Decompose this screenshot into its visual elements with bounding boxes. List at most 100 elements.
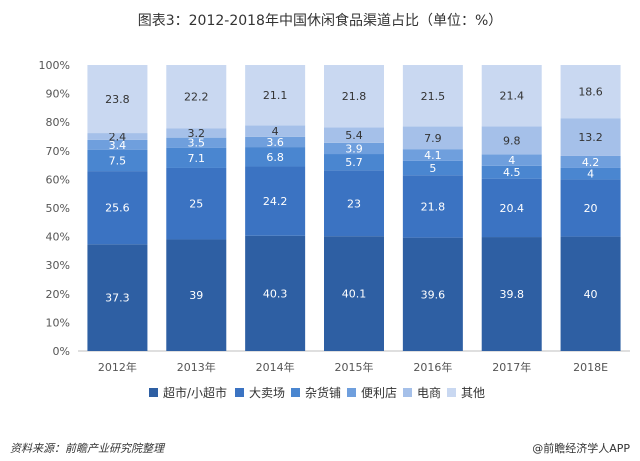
- legend-label: 超市/小超市: [163, 385, 227, 400]
- bar-segment: [245, 136, 306, 148]
- x-tick-label: 2015年: [335, 360, 374, 374]
- y-tick-label: 20%: [46, 288, 70, 301]
- bar-segment: [87, 133, 148, 140]
- data-label: 3.6: [266, 136, 284, 149]
- bar-segment: [324, 154, 384, 171]
- data-label: 4: [272, 125, 279, 138]
- bars: 37.3 25.6 7.5 3.42.4 23.8 39 25 7.1 3.53.2 22.2 40…: [87, 65, 621, 351]
- data-label: 39: [189, 289, 203, 302]
- data-label: 21.5: [421, 90, 446, 103]
- bar-segment: [245, 147, 306, 167]
- bar-segment: [560, 65, 621, 119]
- legend-swatch: [447, 388, 456, 397]
- bar-segment: [481, 65, 542, 127]
- legend-label: 其他: [461, 386, 485, 400]
- legend-swatch: [347, 388, 356, 397]
- y-tick-label: 10%: [46, 316, 70, 329]
- legend-swatch: [403, 388, 412, 397]
- legend-item: 杂货铺: [291, 385, 341, 400]
- bar-segment: [324, 170, 384, 237]
- bar-segment: [245, 65, 306, 126]
- legend-label: 大卖场: [249, 386, 285, 400]
- data-label: 4.1: [424, 149, 442, 162]
- data-label: 21.8: [342, 90, 367, 103]
- data-label: 40.1: [342, 288, 367, 301]
- bar-stack: 39 25 7.1 3.53.2 22.2: [166, 65, 227, 351]
- data-label: 40: [584, 288, 598, 301]
- bar-segment: [166, 167, 227, 240]
- data-label: 23: [347, 197, 361, 210]
- data-label: 2.4: [109, 131, 127, 144]
- x-tick-label: 2014年: [256, 360, 295, 374]
- bar-stack: 39.8 20.4 4.54 9.8 21.4: [481, 65, 542, 351]
- bar-segment: [402, 149, 463, 161]
- x-axis: 2012年 2013年 2014年 2015年 2016年 2017年 2018E: [78, 350, 630, 374]
- legend-item: 电商: [403, 385, 441, 400]
- bar-segment: [87, 139, 148, 150]
- chart-title: 图表3：2012-2018年中国休闲食品渠道占比（单位：%）: [137, 13, 503, 29]
- bar-segment: [324, 142, 384, 155]
- bar-segment: [166, 239, 227, 351]
- legend-item: 大卖场: [235, 386, 285, 400]
- bar-segment: [560, 236, 621, 351]
- data-label: 4.5: [503, 166, 521, 179]
- bar-segment: [560, 179, 621, 237]
- bar-segment: [166, 128, 227, 138]
- y-tick-label: 60%: [46, 173, 70, 186]
- y-tick-label: 70%: [46, 145, 70, 158]
- legend-item: 便利店: [347, 386, 397, 400]
- bar-segment: [166, 147, 227, 168]
- legend-swatch: [291, 388, 300, 397]
- data-label: 4.2: [582, 156, 600, 169]
- bar-segment: [481, 154, 542, 166]
- y-tick-label: 90%: [46, 88, 70, 101]
- brand-note: @前瞻经济学人APP: [532, 442, 630, 455]
- bar-segment: [481, 165, 542, 179]
- x-tick-label: 2013年: [177, 360, 216, 374]
- data-label: 5: [429, 162, 436, 175]
- data-label: 3.9: [345, 142, 363, 155]
- bar-segment: [87, 171, 148, 245]
- bar-stack: 39.6 21.8 54.1 7.9 21.5: [402, 65, 463, 351]
- legend: 超市/小超市 大卖场 杂货铺 便利店 电商 其他: [149, 385, 485, 400]
- y-tick-label: 30%: [46, 259, 70, 272]
- y-axis: 0% 10% 20% 30% 40% 50% 60% 70% 80% 90% 100%: [39, 59, 70, 358]
- bar-segment: [245, 166, 306, 236]
- data-label: 7.9: [424, 132, 442, 145]
- bar-segment: [324, 127, 384, 143]
- data-label: 13.2: [578, 131, 603, 144]
- data-label: 20.4: [499, 202, 524, 215]
- legend-swatch: [149, 388, 158, 397]
- data-label: 40.3: [263, 287, 288, 300]
- x-tick-label: 2016年: [413, 360, 452, 374]
- data-label: 25.6: [105, 202, 130, 215]
- data-label: 21.8: [421, 200, 446, 213]
- bar-stack: 40.1 23 5.73.95.4 21.8: [324, 65, 384, 351]
- legend-label: 杂货铺: [305, 385, 341, 400]
- data-label: 25: [189, 198, 203, 211]
- x-tick-label: 2017年: [492, 360, 531, 374]
- y-tick-label: 100%: [39, 59, 70, 72]
- legend-item: 超市/小超市: [149, 385, 227, 400]
- x-tick-label: 2012年: [98, 360, 137, 374]
- y-tick-label: 0%: [53, 345, 70, 358]
- data-label: 5.7: [345, 156, 363, 169]
- bar-segment: [402, 65, 463, 127]
- data-label: 18.6: [578, 86, 603, 99]
- bar-stack: 40.3 24.2 6.8 3.64 21.1: [245, 65, 306, 351]
- bar-segment: [87, 149, 148, 172]
- legend-label: 电商: [417, 385, 441, 400]
- source-note: 资料来源：前瞻产业研究院整理: [10, 442, 164, 455]
- legend-label: 便利店: [361, 386, 397, 400]
- data-label: 4: [587, 168, 594, 181]
- data-label: 3.2: [188, 127, 206, 140]
- data-label: 22.2: [184, 91, 209, 104]
- data-label: 37.3: [105, 292, 130, 305]
- bar-segment: [166, 65, 227, 129]
- data-label: 20: [584, 202, 598, 215]
- bar-segment: [560, 167, 621, 180]
- data-label: 9.8: [503, 134, 521, 147]
- bar-segment: [87, 65, 148, 134]
- bar-segment: [166, 137, 227, 148]
